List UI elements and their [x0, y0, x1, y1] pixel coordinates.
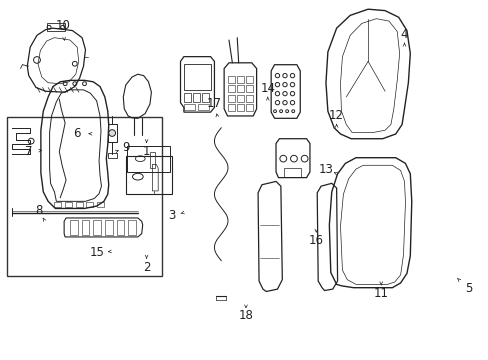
Bar: [245, 95, 253, 102]
Bar: [184, 93, 191, 102]
Bar: [54, 202, 61, 207]
Bar: [128, 220, 136, 235]
Bar: [107, 153, 116, 158]
Text: 12: 12: [328, 109, 344, 122]
Bar: [125, 156, 171, 194]
Text: 6: 6: [73, 127, 81, 140]
Circle shape: [108, 130, 115, 136]
Text: 2: 2: [142, 261, 150, 274]
Bar: [236, 104, 244, 111]
Bar: [81, 220, 89, 235]
Text: 17: 17: [206, 97, 222, 110]
Bar: [236, 95, 244, 102]
Bar: [86, 202, 93, 207]
Bar: [65, 202, 72, 207]
Text: 14: 14: [260, 82, 275, 95]
Text: 7: 7: [25, 145, 32, 158]
Bar: [7, 117, 162, 276]
Text: 13: 13: [318, 163, 333, 176]
Bar: [97, 202, 103, 207]
Text: 10: 10: [55, 19, 70, 32]
Text: 16: 16: [308, 234, 323, 247]
Text: 11: 11: [373, 287, 388, 300]
Bar: [127, 146, 169, 172]
Bar: [76, 202, 82, 207]
Bar: [227, 85, 234, 92]
Text: 18: 18: [238, 310, 253, 323]
Bar: [150, 152, 155, 168]
Text: 8: 8: [35, 204, 42, 217]
Bar: [227, 76, 234, 83]
Bar: [227, 95, 234, 102]
Bar: [107, 124, 116, 142]
Text: 5: 5: [464, 282, 471, 295]
Bar: [93, 220, 101, 235]
Bar: [245, 85, 253, 92]
Bar: [245, 76, 253, 83]
Text: 3: 3: [168, 209, 175, 222]
Bar: [202, 93, 209, 102]
Bar: [284, 168, 301, 177]
Bar: [70, 220, 78, 235]
Bar: [104, 220, 112, 235]
Bar: [46, 23, 65, 31]
Bar: [116, 220, 124, 235]
Bar: [236, 85, 244, 92]
Text: 15: 15: [89, 247, 104, 260]
Text: 4: 4: [400, 28, 407, 41]
Text: 1: 1: [142, 145, 150, 158]
Text: 9: 9: [122, 141, 129, 154]
Bar: [198, 104, 208, 110]
Bar: [227, 104, 234, 111]
Bar: [245, 104, 253, 111]
Bar: [183, 64, 211, 90]
Bar: [193, 93, 200, 102]
Bar: [184, 104, 195, 110]
Bar: [236, 76, 244, 83]
